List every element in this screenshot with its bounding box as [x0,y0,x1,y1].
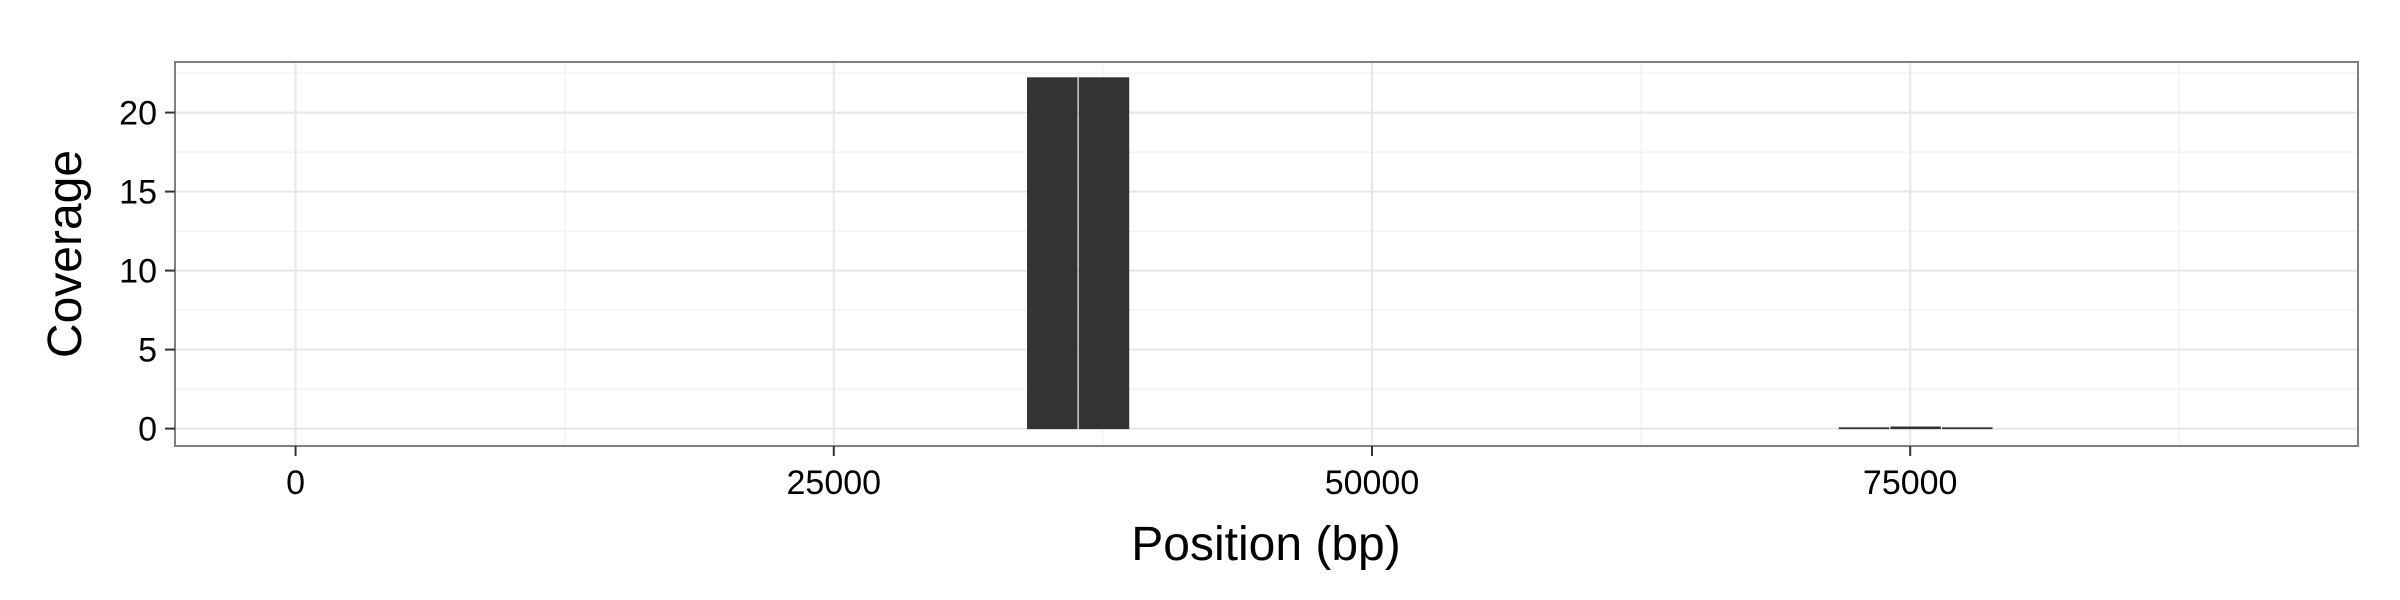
x-axis: 0 25000 50000 75000 [286,446,1957,502]
minor-gridlines [175,62,2358,446]
y-tick-label: 15 [119,174,157,212]
y-tick-label: 10 [119,253,157,291]
coverage-bar [1838,427,1890,430]
coverage-bar [1078,77,1130,430]
y-tick-label: 0 [138,411,157,449]
coverage-bar [1027,77,1078,430]
x-tick-label: 25000 [787,464,882,502]
plot-background [175,62,2358,446]
x-tick-label: 0 [286,464,305,502]
y-axis: 0 5 10 15 20 [119,95,175,449]
bars [1027,77,1993,430]
coverage-bar [1890,426,1941,430]
x-tick-label: 75000 [1863,464,1958,502]
y-tick-label: 5 [138,332,157,370]
major-gridlines [175,62,2358,446]
plot-panel-border [174,61,2359,447]
y-tick-label: 20 [119,95,157,133]
x-tick-label: 50000 [1325,464,1420,502]
y-axis-title: Coverage [39,150,92,358]
coverage-bar [1941,427,1993,430]
x-axis-title: Position (bp) [1131,518,1400,571]
